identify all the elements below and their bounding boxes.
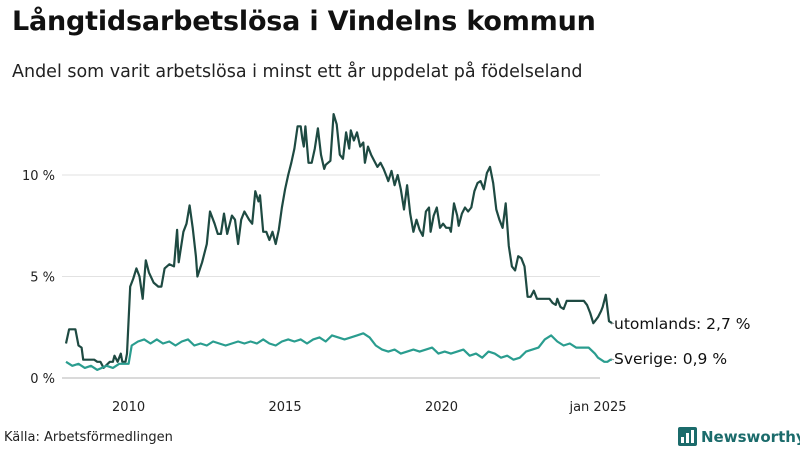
brand-name: Newsworthy (701, 427, 800, 446)
series-lines (64, 113, 613, 371)
grid-lines: 0 % 5 % 10 % 2010 2015 2020 jan 2025 (22, 169, 627, 415)
series-line-sverige (65, 332, 613, 371)
chart-subtitle: Andel som varit arbetslösa i minst ett å… (12, 62, 583, 82)
y-tick-label: 10 % (22, 169, 55, 184)
y-tick-label: 0 % (30, 372, 55, 387)
x-tick-label: 2015 (269, 400, 302, 415)
newsworthy-logo: Newsworthy (678, 427, 800, 446)
series-end-labels: utomlands: 2,7 % Sverige: 0,9 % (610, 315, 750, 368)
series-line-utomlands (64, 113, 613, 369)
x-tick-label: jan 2025 (568, 400, 626, 415)
x-tick-label: 2020 (425, 400, 458, 415)
series-end-label: utomlands: 2,7 % (614, 315, 750, 333)
newsworthy-icon (678, 427, 697, 446)
x-tick-label: 2010 (112, 400, 145, 415)
series-end-label: Sverige: 0,9 % (614, 350, 727, 368)
label-connector (610, 358, 615, 361)
source-note: Källa: Arbetsförmedlingen (4, 430, 173, 445)
label-connector (610, 322, 615, 325)
y-tick-label: 5 % (30, 271, 55, 286)
chart-title: Långtidsarbetslösa i Vindelns kommun (12, 6, 596, 37)
